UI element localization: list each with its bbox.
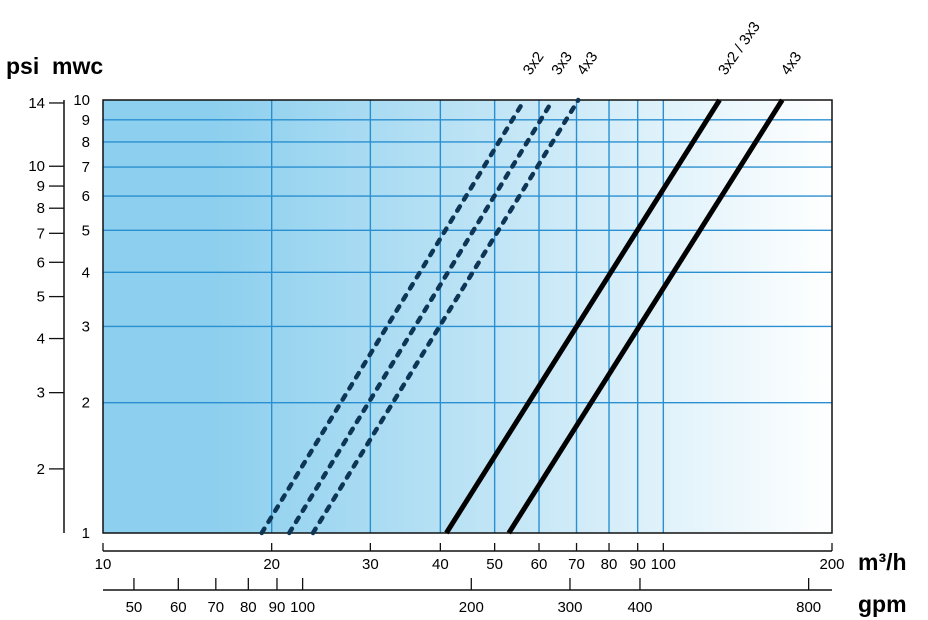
gpm-tick-label: 100 — [290, 599, 315, 616]
series-label: 3x2 / 3x3 — [715, 19, 764, 79]
series-label: 4x3 — [778, 49, 806, 79]
gpm-tick-label: 400 — [627, 599, 652, 616]
mwc-tick-label: 1 — [82, 525, 90, 542]
mwc-tick-label: 3 — [82, 318, 90, 335]
m3h-tick-label: 200 — [819, 556, 844, 573]
series-label: 3x3 — [548, 49, 576, 79]
psi-tick-label: 4 — [37, 331, 45, 348]
gpm-tick-label: 60 — [170, 599, 187, 616]
gpm-tick-label: 80 — [240, 599, 257, 616]
x-axis-label-gpm: gpm — [858, 591, 907, 617]
m3h-axis: 10 20 30 40 50 60 70 80 90 100 200 — [95, 543, 845, 573]
psi-tick-label: 5 — [37, 289, 45, 306]
y-axis-label-mwc: mwc — [52, 53, 103, 79]
gpm-tick-label: 70 — [207, 599, 224, 616]
mwc-tick-label: 4 — [82, 264, 90, 281]
series-label: 3x2 — [520, 49, 548, 79]
series-line-dashed — [310, 97, 581, 536]
series-line-dashed — [259, 97, 527, 536]
psi-tick-label: 14 — [28, 95, 45, 112]
gpm-tick-label: 200 — [459, 599, 484, 616]
m3h-tick-label: 80 — [601, 556, 618, 573]
psi-tick-label: 3 — [37, 385, 45, 402]
psi-tick-label: 9 — [37, 178, 45, 195]
mwc-tick-label: 2 — [82, 395, 90, 412]
x-axis-label-m3h: m³/h — [858, 549, 907, 575]
m3h-tick-label: 10 — [95, 556, 112, 573]
psi-tick-label: 10 — [28, 158, 45, 175]
mwc-tick-label: 10 — [73, 92, 90, 109]
curves — [259, 97, 785, 536]
plot-border — [102, 99, 833, 534]
m3h-tick-label: 70 — [568, 556, 585, 573]
gpm-axis: 50 60 70 80 90 100 200 300 400 800 — [103, 578, 832, 616]
series-line-solid — [506, 98, 785, 535]
mwc-tick-labels: 1 2 3 4 5 6 7 8 9 10 — [73, 92, 90, 542]
m3h-tick-label: 100 — [651, 556, 676, 573]
psi-axis: 2 3 4 5 6 7 8 9 10 14 — [28, 95, 65, 533]
mwc-tick-label: 7 — [82, 159, 90, 176]
series-line-dashed — [287, 97, 556, 536]
mwc-tick-label: 9 — [82, 112, 90, 129]
m3h-tick-label: 40 — [432, 556, 449, 573]
m3h-tick-label: 30 — [362, 556, 379, 573]
psi-tick-label: 2 — [37, 461, 45, 478]
series-line-solid — [444, 98, 722, 535]
m3h-tick-label: 20 — [263, 556, 280, 573]
m3h-tick-label: 50 — [486, 556, 503, 573]
mwc-tick-label: 8 — [82, 134, 90, 151]
psi-tick-label: 7 — [37, 225, 45, 242]
psi-tick-label: 8 — [37, 200, 45, 217]
gpm-tick-label: 50 — [126, 599, 143, 616]
gpm-tick-label: 300 — [557, 599, 582, 616]
mwc-tick-label: 6 — [82, 188, 90, 205]
m3h-tick-label: 90 — [629, 556, 646, 573]
gpm-tick-label: 90 — [269, 599, 286, 616]
mwc-tick-label: 5 — [82, 222, 90, 239]
gpm-tick-label: 800 — [796, 599, 821, 616]
y-axis-label-psi: psi — [6, 53, 39, 79]
m3h-tick-label: 60 — [531, 556, 548, 573]
plot-area — [103, 100, 832, 533]
series-label: 4x3 — [574, 49, 602, 79]
psi-tick-label: 6 — [37, 254, 45, 271]
